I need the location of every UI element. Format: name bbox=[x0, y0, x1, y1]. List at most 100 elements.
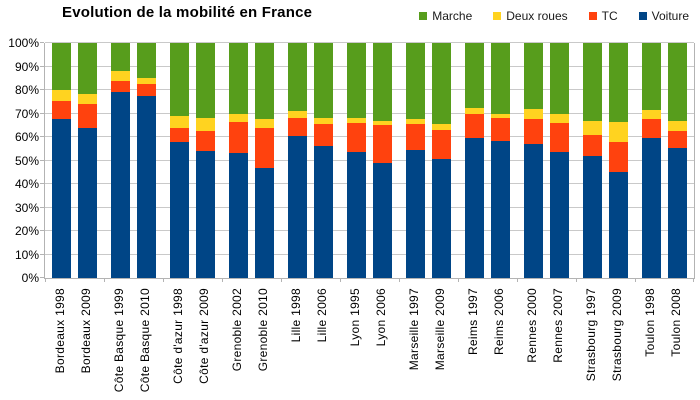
x-tick-mark bbox=[45, 278, 46, 282]
x-axis-label-rennes-2000: Rennes 2000 bbox=[525, 288, 539, 363]
segment-tc bbox=[111, 80, 130, 93]
segment-tc bbox=[78, 104, 97, 128]
gridline-50% bbox=[45, 159, 694, 161]
y-tick-mark bbox=[40, 42, 44, 43]
segment-deux-roues bbox=[347, 118, 366, 123]
bar-c-te-d-azur-2009 bbox=[196, 43, 215, 278]
segment-voiture bbox=[196, 151, 215, 278]
bar-toulon-2008 bbox=[668, 43, 687, 278]
segment-voiture bbox=[642, 138, 661, 278]
segment-voiture bbox=[609, 172, 628, 278]
chart-legend: Marche Deux roues TC Voiture bbox=[419, 9, 689, 23]
segment-voiture bbox=[255, 167, 274, 278]
segment-voiture bbox=[550, 152, 569, 278]
y-axis-tick-label: 40% bbox=[14, 177, 39, 191]
legend-color-chip-marche bbox=[419, 12, 428, 20]
segment-deux-roues bbox=[668, 120, 687, 132]
gridline-100% bbox=[45, 42, 694, 43]
segment-tc bbox=[583, 134, 602, 156]
bar-c-te-basque-2010 bbox=[137, 43, 156, 278]
x-tick-mark bbox=[340, 278, 341, 282]
x-axis-label-marseille-2009: Marseille 2009 bbox=[433, 288, 447, 371]
bar-group-c-te-d-azur bbox=[163, 43, 222, 278]
bar-group-rennes bbox=[517, 43, 576, 278]
segment-tc bbox=[642, 119, 661, 139]
legend-item-voiture: Voiture bbox=[638, 9, 689, 23]
bar-grenoble-2010 bbox=[255, 43, 274, 278]
segment-deux-roues bbox=[550, 113, 569, 123]
x-axis-label-lille-2006: Lille 2006 bbox=[315, 288, 329, 343]
segment-voiture bbox=[137, 95, 156, 278]
segment-deux-roues bbox=[465, 107, 484, 114]
bar-toulon-1998 bbox=[642, 43, 661, 278]
bar-group-marseille bbox=[399, 43, 458, 278]
gridline-60% bbox=[45, 136, 694, 137]
segment-deux-roues bbox=[170, 115, 189, 128]
segment-tc bbox=[491, 118, 510, 141]
segment-voiture bbox=[111, 92, 130, 278]
x-axis-label-c-te-d-azur-1998: Côte d'azur 1998 bbox=[171, 288, 185, 384]
y-axis-tick-label: 0% bbox=[21, 271, 39, 285]
segment-deux-roues bbox=[373, 120, 392, 126]
segment-marche bbox=[609, 43, 628, 122]
y-tick-mark bbox=[40, 159, 44, 161]
bar-c-te-d-azur-1998 bbox=[170, 43, 189, 278]
bar-grenoble-2002 bbox=[229, 43, 248, 278]
gridline-30% bbox=[45, 206, 694, 208]
x-axis-label-toulon-1998: Toulon 1998 bbox=[643, 288, 657, 357]
segment-deux-roues bbox=[52, 90, 71, 101]
segment-marche bbox=[288, 43, 307, 112]
segment-tc bbox=[524, 119, 543, 145]
segment-voiture bbox=[432, 159, 451, 278]
segment-deux-roues bbox=[406, 119, 425, 125]
segment-voiture bbox=[465, 138, 484, 278]
segment-marche bbox=[465, 43, 484, 108]
segment-tc bbox=[609, 141, 628, 173]
segment-marche bbox=[196, 43, 215, 119]
segment-voiture bbox=[78, 127, 97, 278]
y-axis-tick-label: 70% bbox=[14, 106, 39, 121]
segment-marche bbox=[52, 43, 71, 91]
segment-voiture bbox=[406, 149, 425, 278]
x-tick-mark bbox=[517, 278, 518, 282]
y-axis-tick-label: 50% bbox=[14, 153, 39, 168]
segment-marche bbox=[170, 43, 189, 116]
bar-bordeaux-1998 bbox=[52, 43, 71, 278]
x-axis-label-lyon-2006: Lyon 2006 bbox=[374, 288, 388, 347]
segment-deux-roues bbox=[78, 93, 97, 105]
x-tick-mark bbox=[635, 278, 636, 282]
bar-lyon-1995 bbox=[347, 43, 366, 278]
gridline-20% bbox=[45, 230, 694, 231]
segment-tc bbox=[196, 131, 215, 152]
x-tick-mark bbox=[163, 278, 164, 282]
segment-voiture bbox=[524, 144, 543, 278]
bar-group-grenoble bbox=[222, 43, 281, 278]
legend-label: Deux roues bbox=[506, 9, 568, 23]
segment-tc bbox=[137, 84, 156, 96]
bar-group-toulon bbox=[635, 43, 694, 278]
segment-tc bbox=[288, 118, 307, 136]
bar-reims-2006 bbox=[491, 43, 510, 278]
y-axis-tick-label: 30% bbox=[14, 200, 39, 215]
legend-item-deux-roues: Deux roues bbox=[493, 9, 568, 23]
segment-marche bbox=[583, 43, 602, 121]
segment-voiture bbox=[170, 141, 189, 278]
y-tick-mark bbox=[40, 183, 44, 184]
segment-marche bbox=[432, 43, 451, 125]
segment-voiture bbox=[229, 153, 248, 278]
segment-tc bbox=[347, 122, 366, 153]
x-axis-label-marseille-1997: Marseille 1997 bbox=[407, 288, 421, 371]
x-axis-label-bordeaux-1998: Bordeaux 1998 bbox=[53, 288, 67, 374]
gridline-10% bbox=[45, 253, 694, 255]
bar-strasbourg-1997 bbox=[583, 43, 602, 278]
y-axis-tick-label: 80% bbox=[14, 83, 39, 97]
segment-marche bbox=[229, 43, 248, 114]
segment-deux-roues bbox=[196, 118, 215, 132]
segment-tc bbox=[373, 125, 392, 163]
segment-voiture bbox=[373, 162, 392, 278]
legend-color-chip-deux-roues bbox=[493, 12, 502, 20]
legend-label: Marche bbox=[432, 9, 473, 23]
segment-deux-roues bbox=[255, 119, 274, 128]
x-axis-label-lyon-1995: Lyon 1995 bbox=[348, 288, 362, 347]
